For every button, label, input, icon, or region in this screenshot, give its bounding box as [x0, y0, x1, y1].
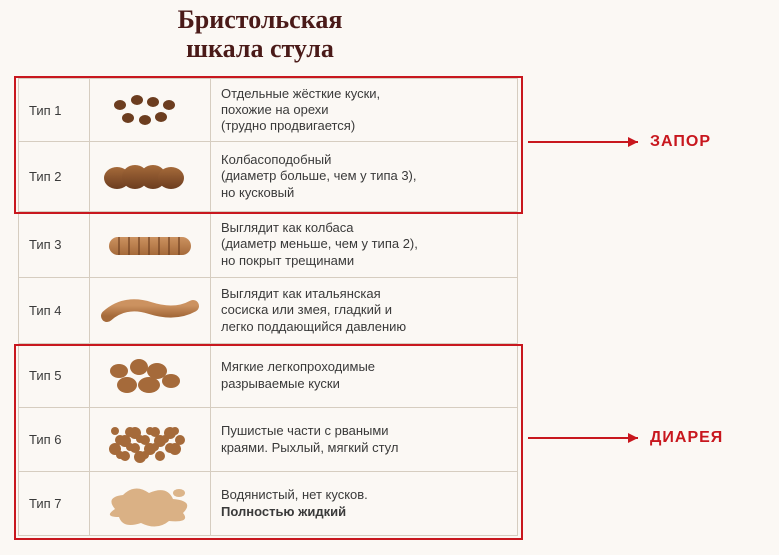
title-line-2: шкала стула	[186, 34, 334, 63]
type-illustration	[90, 278, 211, 343]
type-description: Отдельные жёсткие куски,похожие на орехи…	[211, 80, 517, 141]
type-description: Выглядит как итальянскаясосиска или змея…	[211, 280, 517, 341]
type-illustration	[90, 408, 211, 471]
type-illustration	[90, 142, 211, 211]
type-label: Тип 6	[19, 408, 90, 471]
chart-title: Бристольская шкала стула	[0, 0, 520, 71]
type-illustration	[90, 212, 211, 277]
table-row: Тип 2 Колбасоподобный(диаметр больше, че…	[18, 142, 518, 212]
table-row: Тип 7 Водянистый, нет кусков.Полностью ж…	[18, 472, 518, 536]
type-description: Пушистые части с рванымикраями. Рыхлый, …	[211, 417, 517, 462]
type-label: Тип 4	[19, 278, 90, 343]
label-diarrhea: ДИАРЕЯ	[650, 429, 723, 447]
type-label: Тип 1	[19, 79, 90, 141]
label-constipation: ЗАПОР	[650, 133, 711, 151]
type-label: Тип 2	[19, 142, 90, 211]
stool-scale-table: Тип 1 Отдельные жёсткие куски,похожие на …	[18, 78, 518, 536]
arrow-diarrhea	[528, 428, 658, 448]
type-description: Колбасоподобный(диаметр больше, чем у ти…	[211, 146, 517, 207]
type-label: Тип 5	[19, 344, 90, 407]
arrow-constipation	[528, 132, 658, 152]
table-row: Тип 3 Выглядит как колбаса(диаметр меньш…	[18, 212, 518, 278]
type-illustration	[90, 472, 211, 535]
table-row: Тип 5 Мягкие легкопроходимыеразрываемые к…	[18, 344, 518, 408]
type-illustration	[90, 344, 211, 407]
table-row: Тип 6 Пушистые части с рванымикраями. Рых…	[18, 408, 518, 472]
table-row: Тип 4 Выглядит как итальянскаясосиска ил…	[18, 278, 518, 344]
title-line-1: Бристольская	[178, 5, 343, 34]
type-label: Тип 7	[19, 472, 90, 535]
type-description: Мягкие легкопроходимыеразрываемые куски	[211, 353, 517, 398]
type-label: Тип 3	[19, 212, 90, 277]
type-description: Выглядит как колбаса(диаметр меньше, чем…	[211, 214, 517, 275]
type-illustration	[90, 79, 211, 141]
type-description: Водянистый, нет кусков.Полностью жидкий	[211, 481, 517, 526]
table-row: Тип 1 Отдельные жёсткие куски,похожие на …	[18, 78, 518, 142]
